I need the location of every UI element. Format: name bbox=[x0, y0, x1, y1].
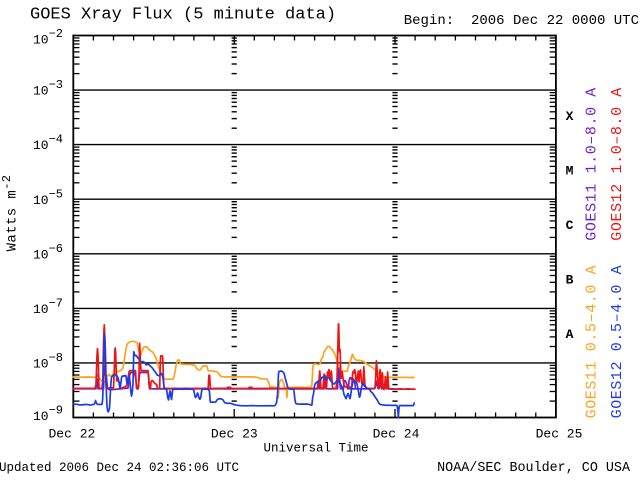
svg-text:Dec 24: Dec 24 bbox=[373, 427, 420, 442]
svg-text:GOES11 0.5–4.0 A: GOES11 0.5–4.0 A bbox=[584, 265, 601, 419]
svg-text:Dec 23: Dec 23 bbox=[211, 427, 258, 442]
svg-text:A: A bbox=[566, 327, 574, 342]
svg-text:GOES12 0.5–4.0 A: GOES12 0.5–4.0 A bbox=[609, 265, 626, 419]
svg-text:Dec 25: Dec 25 bbox=[536, 427, 583, 442]
svg-text:X: X bbox=[566, 109, 574, 124]
svg-text:Begin: 2006 Dec 22 0000 UTC: Begin: 2006 Dec 22 0000 UTC bbox=[404, 13, 639, 29]
svg-text:GOES11 1.0–8.0 A: GOES11 1.0–8.0 A bbox=[584, 87, 601, 241]
svg-text:B: B bbox=[566, 273, 574, 288]
svg-text:Updated 2006 Dec 24 02:36:06 U: Updated 2006 Dec 24 02:36:06 UTC bbox=[0, 461, 239, 475]
svg-text:Dec 22: Dec 22 bbox=[48, 427, 95, 442]
svg-text:GOES Xray Flux (5 minute data): GOES Xray Flux (5 minute data) bbox=[30, 6, 336, 25]
svg-text:M: M bbox=[566, 164, 574, 179]
svg-text:NOAA/SEC Boulder, CO USA: NOAA/SEC Boulder, CO USA bbox=[437, 461, 631, 476]
svg-text:GOES12 1.0–8.0 A: GOES12 1.0–8.0 A bbox=[609, 87, 626, 241]
svg-text:C: C bbox=[566, 218, 574, 233]
svg-text:Watts m-2: Watts m-2 bbox=[0, 175, 21, 252]
svg-text:Universal Time: Universal Time bbox=[263, 442, 368, 456]
